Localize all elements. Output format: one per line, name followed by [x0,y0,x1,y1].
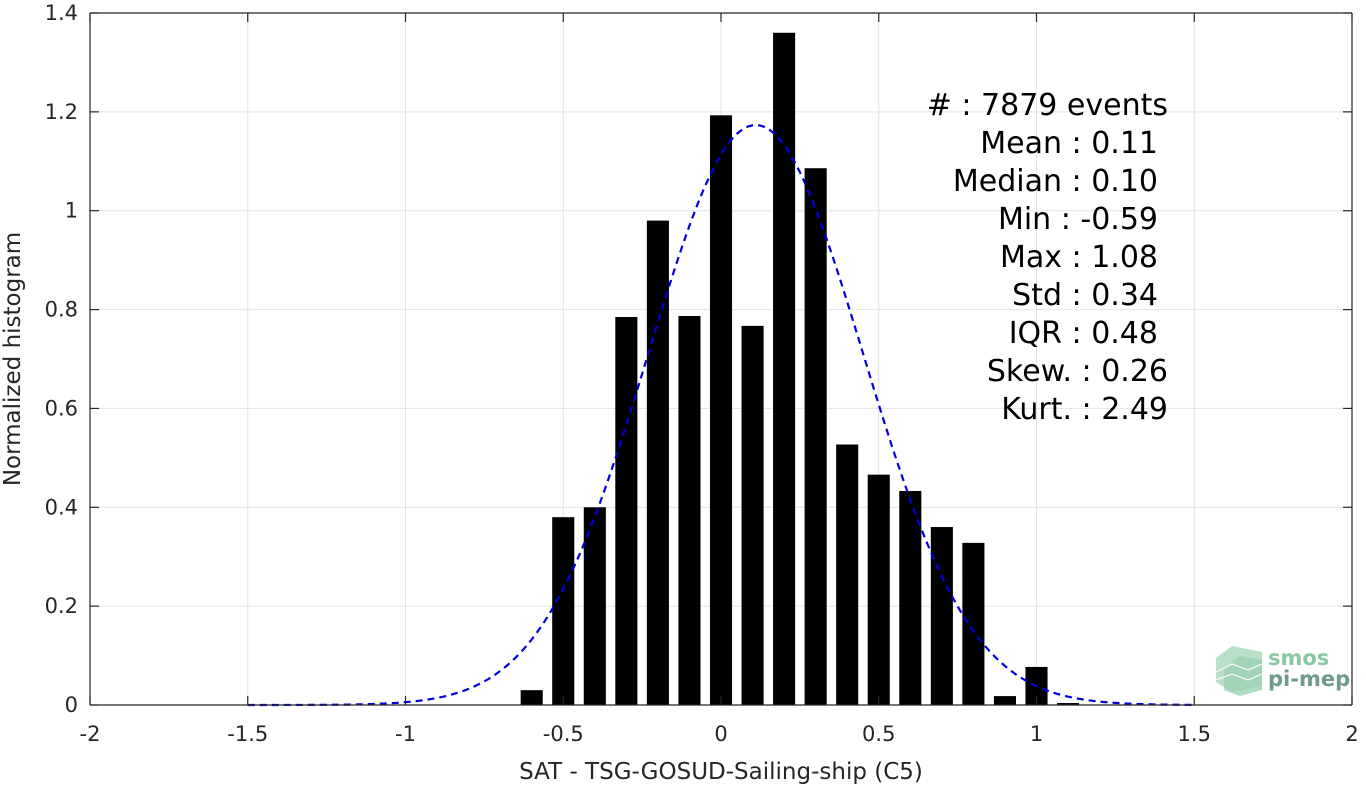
histogram-bar [773,32,796,706]
y-tick-label: 0.6 [45,396,78,420]
x-tick-label: 0.5 [862,722,895,746]
stats-line: Skew. : 0.26 [987,354,1168,389]
histogram-bar [1057,703,1080,705]
x-tick-label: 1 [1030,722,1043,746]
stats-line: Kurt. : 2.49 [1001,392,1168,427]
y-tick-label: 1 [65,199,78,223]
stats-line: Min : -0.59 [998,202,1158,237]
stats-line: Mean : 0.11 [980,126,1158,161]
histogram-bar [836,444,859,705]
axes-frame [89,12,1353,706]
x-tick-label: -1.5 [227,722,268,746]
y-tick-label: 0.8 [45,298,78,322]
logo-mark-icon [1215,646,1263,696]
x-tick-label: -0.5 [543,722,584,746]
histogram-bar [583,507,606,705]
histogram-bar [646,220,669,705]
x-tick-label: -2 [80,722,101,746]
histogram-bar [709,115,733,706]
stats-line: Max : 1.08 [1000,240,1158,275]
smos-pi-mep-logo: smos pi-mep [1215,646,1350,696]
y-tick-label: 0.4 [45,495,78,519]
histogram-bar [804,168,827,706]
stats-line: Median : 0.10 [953,164,1158,199]
logo-text-pi-mep: pi-mep [1268,667,1350,691]
x-tick-label: -1 [395,722,416,746]
y-tick-label: 0 [65,693,78,717]
y-tick-label: 0.2 [45,594,78,618]
x-tick-label: 1.5 [1178,722,1211,746]
histogram-bar [899,490,922,705]
stats-line: Std : 0.34 [1012,278,1158,313]
logo-text-smos: smos [1268,646,1329,670]
histogram-bar [615,316,638,705]
y-axis-label: Normalized histogram [0,232,26,486]
histogram-bar [962,542,985,705]
histogram-bar [520,690,543,705]
histogram-bar [741,325,764,705]
stats-line: IQR : 0.48 [1009,316,1158,351]
x-tick-labels: -2 -1.5 -1 -0.5 0 0.5 1 1.5 2 [80,722,1359,746]
y-tick-label: 1.2 [45,100,78,124]
x-tick-label: 0 [714,722,727,746]
histogram-bar [930,527,953,705]
histogram-bar [678,315,701,705]
x-tick-label: 2 [1345,722,1358,746]
y-tick-label: 1.4 [45,1,78,25]
histogram-bar [993,696,1016,705]
x-axis-label: SAT - TSG-GOSUD-Sailing-ship (C5) [519,759,923,785]
histogram-bar [552,517,575,705]
stats-line: # : 7879 events [927,88,1168,123]
y-tick-labels: 0 0.2 0.4 0.6 0.8 1 1.2 1.4 [45,1,78,717]
histogram-bars [520,32,1080,706]
histogram-bar [867,474,890,705]
